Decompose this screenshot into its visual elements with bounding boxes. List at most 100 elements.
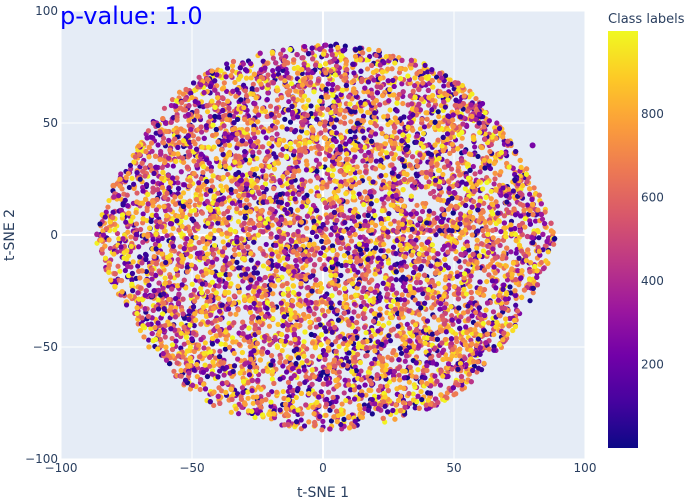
scatter-point: [283, 144, 289, 150]
scatter-point: [373, 158, 379, 164]
scatter-point: [282, 116, 288, 122]
scatter-point: [232, 79, 238, 86]
scatter-point: [319, 185, 325, 191]
scatter-point: [519, 294, 525, 300]
scatter-point: [295, 411, 301, 418]
scatter-point: [426, 208, 432, 214]
scatter-point: [402, 358, 408, 364]
scatter-point: [442, 73, 449, 79]
scatter-point: [348, 119, 354, 125]
scatter-point: [472, 171, 478, 177]
scatter-point: [200, 236, 206, 242]
scatter-point: [291, 65, 297, 72]
scatter-point: [426, 179, 432, 185]
scatter-point: [526, 191, 533, 197]
scatter-point: [153, 130, 159, 136]
scatter-point: [239, 325, 245, 331]
scatter-point: [333, 339, 339, 345]
scatter-point: [389, 66, 395, 72]
scatter-point: [379, 196, 385, 202]
scatter-point: [208, 168, 214, 174]
scatter-point: [133, 235, 139, 242]
scatter-point: [342, 120, 348, 126]
scatter-point: [391, 156, 397, 162]
scatter-point: [293, 394, 299, 401]
scatter-point: [218, 183, 224, 189]
scatter-point: [274, 97, 281, 103]
scatter-point: [247, 157, 253, 163]
scatter-point: [305, 97, 311, 103]
scatter-point: [198, 176, 204, 182]
scatter-point: [457, 235, 463, 241]
scatter-point: [170, 163, 176, 169]
scatter-point: [224, 88, 230, 94]
scatter-point: [148, 218, 154, 224]
scatter-point: [286, 292, 292, 298]
scatter-point: [228, 281, 234, 287]
scatter-point: [282, 338, 289, 344]
scatter-point: [414, 202, 420, 208]
scatter-point: [341, 416, 347, 422]
scatter-point: [235, 218, 242, 225]
scatter-point: [140, 211, 146, 217]
scatter-point: [507, 284, 513, 290]
scatter-point: [382, 275, 389, 281]
scatter-point: [152, 241, 159, 247]
scatter-point: [257, 245, 263, 252]
scatter-point: [349, 315, 355, 322]
scatter-point: [189, 216, 195, 222]
scatter-point: [431, 210, 437, 216]
scatter-point: [538, 259, 544, 266]
scatter-point: [162, 334, 168, 340]
scatter-point: [204, 109, 211, 115]
scatter-point: [171, 368, 177, 374]
scatter-point: [305, 71, 311, 77]
scatter-point: [362, 218, 368, 224]
scatter-point: [386, 333, 392, 339]
scatter-point: [328, 418, 335, 424]
scatter-point: [379, 208, 385, 214]
scatter-point: [399, 138, 405, 144]
scatter-point: [437, 382, 444, 388]
scatter-point: [207, 363, 213, 369]
scatter-point: [491, 331, 497, 338]
scatter-point: [463, 291, 470, 297]
scatter-point: [325, 167, 331, 173]
scatter-point: [293, 88, 299, 94]
scatter-point: [275, 321, 281, 327]
scatter-point: [222, 289, 228, 295]
scatter-point: [426, 255, 432, 261]
scatter-point: [215, 220, 221, 226]
scatter-point: [491, 181, 497, 187]
scatter-point: [408, 65, 414, 71]
scatter-point: [311, 311, 317, 317]
scatter-point: [435, 281, 442, 287]
scatter-point: [351, 70, 357, 76]
scatter-point: [415, 367, 421, 373]
scatter-point: [494, 120, 500, 126]
scatter-point: [386, 379, 393, 385]
scatter-point: [107, 245, 114, 252]
scatter-point: [288, 340, 294, 346]
scatter-point: [263, 241, 269, 248]
scatter-point: [128, 234, 134, 240]
scatter-point: [261, 338, 267, 344]
scatter-point: [302, 105, 308, 111]
scatter-point: [255, 292, 261, 299]
scatter-point: [331, 99, 337, 105]
scatter-point: [123, 302, 130, 308]
scatter-point: [491, 160, 497, 167]
scatter-point: [371, 189, 377, 195]
scatter-point: [410, 391, 416, 397]
scatter-point: [193, 211, 199, 218]
scatter-point: [211, 402, 217, 409]
scatter-point: [243, 75, 250, 81]
scatter-point: [504, 199, 510, 205]
scatter-point: [129, 175, 135, 181]
scatter-point: [362, 189, 368, 195]
scatter-point: [293, 139, 299, 145]
scatter-point: [350, 166, 356, 173]
scatter-point: [381, 200, 387, 206]
scatter-point: [198, 285, 204, 291]
scatter-point: [463, 324, 469, 330]
